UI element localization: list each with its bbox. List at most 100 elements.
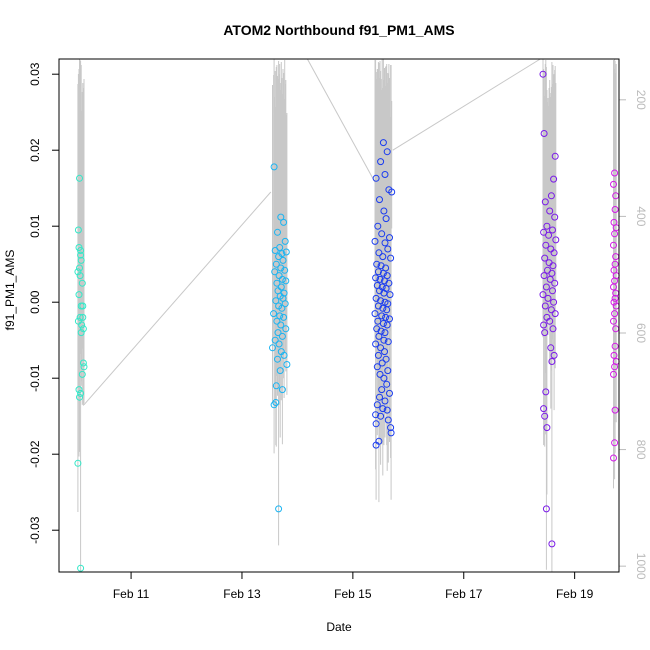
data-point xyxy=(540,321,548,329)
data-point xyxy=(541,302,549,310)
altitude-profile xyxy=(77,59,617,572)
data-point xyxy=(278,275,286,283)
data-point xyxy=(542,388,550,396)
data-point xyxy=(379,405,387,413)
data-point xyxy=(610,298,618,306)
data-point xyxy=(387,424,395,432)
data-point xyxy=(77,564,85,572)
data-point xyxy=(550,175,558,183)
data-point xyxy=(371,310,379,318)
data-point xyxy=(549,262,557,270)
x-tick-label: Feb 13 xyxy=(223,587,261,601)
data-point xyxy=(551,310,559,318)
data-point xyxy=(550,249,558,257)
data-point xyxy=(381,239,389,247)
data-point xyxy=(76,313,84,321)
data-point xyxy=(79,325,87,333)
data-point xyxy=(274,228,281,236)
data-point xyxy=(610,454,617,462)
data-point xyxy=(78,321,86,329)
data-point xyxy=(542,505,550,513)
data-point xyxy=(75,386,83,394)
data-point xyxy=(271,336,279,344)
data-point xyxy=(541,198,549,206)
data-point xyxy=(385,279,393,287)
data-point xyxy=(382,215,390,223)
data-point xyxy=(539,70,547,78)
y-tick-label: -0.03 xyxy=(28,516,42,544)
data-point xyxy=(384,367,392,375)
axes: Feb 11 Feb 13 Feb 15 Feb 17 Feb 19 -0.03 -0.02… xyxy=(28,62,648,601)
data-point xyxy=(274,355,281,363)
data-point xyxy=(76,393,83,401)
altitude-transit-line xyxy=(83,191,272,406)
data-point xyxy=(74,459,82,467)
data-point xyxy=(383,306,391,314)
data-point xyxy=(79,359,87,367)
data-point xyxy=(539,291,547,299)
data-point xyxy=(384,338,392,346)
altitude-transit-line xyxy=(392,58,541,151)
data-point xyxy=(549,226,556,234)
y2-tick-label: 1000 xyxy=(634,553,648,580)
data-point xyxy=(376,393,383,401)
data-point xyxy=(371,237,379,245)
data-point xyxy=(378,312,386,320)
data-point xyxy=(611,363,619,371)
data-point xyxy=(280,218,288,226)
data-point xyxy=(77,389,85,397)
y2-tick-label: 400 xyxy=(634,206,648,226)
chart-title: ATOM2 Northbound f91_PM1_AMS xyxy=(223,22,454,38)
data-point xyxy=(611,439,619,447)
data-point xyxy=(274,329,282,337)
data-point xyxy=(610,180,617,188)
x-axis-label: Date xyxy=(326,620,352,634)
data-point xyxy=(275,253,283,261)
data-point xyxy=(547,192,555,200)
data-point xyxy=(269,344,276,352)
data-point xyxy=(552,236,560,244)
y-tick-label: 0.02 xyxy=(28,138,42,162)
data-point xyxy=(80,363,88,371)
data-point xyxy=(278,386,286,394)
data-point xyxy=(542,241,550,249)
data-point xyxy=(546,317,554,325)
data-point xyxy=(272,382,280,390)
data-point xyxy=(540,228,548,236)
data-point xyxy=(547,306,555,314)
data-point xyxy=(372,274,380,282)
data-point xyxy=(551,152,559,160)
data-point xyxy=(543,424,551,432)
altitude-trace xyxy=(77,58,617,572)
data-point xyxy=(383,272,391,280)
data-point xyxy=(387,429,395,437)
data-point xyxy=(540,272,548,280)
data-point xyxy=(276,367,284,375)
data-point xyxy=(270,163,278,171)
data-point xyxy=(271,247,279,254)
data-point xyxy=(379,269,387,277)
data-point xyxy=(375,332,383,340)
data-point xyxy=(74,268,82,276)
data-point xyxy=(372,411,380,419)
data-point xyxy=(280,313,288,321)
data-point xyxy=(76,174,83,182)
data-point xyxy=(381,171,389,178)
data-point xyxy=(611,169,619,177)
data-point xyxy=(541,254,549,262)
data-point xyxy=(277,264,285,272)
data-point xyxy=(282,325,290,333)
data-point xyxy=(378,386,386,394)
y-tick-label: 0.01 xyxy=(28,214,42,238)
data-point xyxy=(379,139,387,147)
data-point xyxy=(77,247,85,254)
data-point xyxy=(548,540,556,548)
data-point xyxy=(542,283,550,291)
data-point xyxy=(611,406,619,414)
data-point xyxy=(377,344,385,352)
data-point xyxy=(275,505,283,513)
data-point xyxy=(544,294,552,302)
data-point xyxy=(547,344,555,352)
data-points xyxy=(74,70,620,572)
altitude-transit-line xyxy=(306,58,377,185)
